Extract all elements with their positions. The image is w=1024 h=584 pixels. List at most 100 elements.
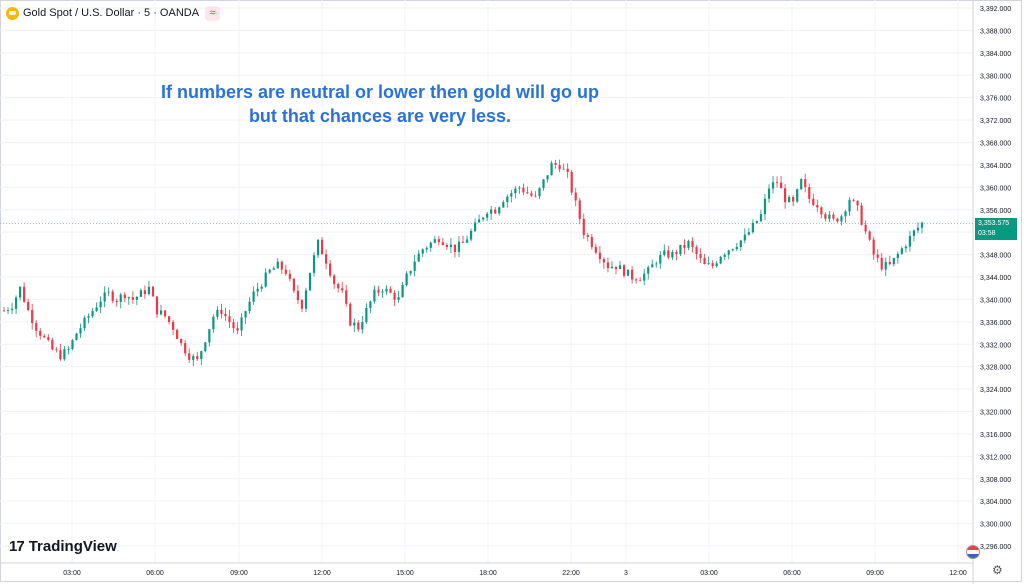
- last-price-value: 3,353.575: [978, 220, 1010, 227]
- y-tick-label: 3,392.000: [980, 6, 1011, 13]
- candle-body: [47, 337, 50, 340]
- candle-body: [550, 162, 553, 176]
- candle-body: [320, 239, 324, 255]
- candle-body: [639, 280, 642, 282]
- candle-body: [461, 241, 465, 243]
- candle-body: [284, 269, 287, 274]
- candle-body: [19, 286, 22, 298]
- candle-body: [920, 222, 924, 228]
- candle-body: [280, 261, 283, 270]
- candle-body: [304, 290, 308, 309]
- candle-body: [699, 254, 702, 258]
- candle-body: [453, 244, 457, 252]
- candle-body: [755, 221, 759, 223]
- candle-body: [139, 290, 142, 297]
- x-tick-label: 06:00: [146, 570, 164, 577]
- candle-body: [272, 268, 275, 270]
- y-tick-label: 3,360.000: [980, 185, 1011, 192]
- candle-body: [163, 310, 167, 317]
- candle-body: [546, 175, 549, 180]
- candle-body: [256, 288, 259, 292]
- candle-body: [308, 272, 312, 291]
- candle-body: [578, 200, 581, 219]
- candle-body: [365, 308, 368, 323]
- candle-body: [598, 252, 601, 260]
- candle-body: [127, 297, 130, 299]
- candle-body: [486, 213, 489, 218]
- candle-body: [836, 218, 839, 222]
- tradingview-logo[interactable]: 17 TradingView: [9, 538, 117, 555]
- candle-body: [329, 263, 332, 276]
- candle-body: [369, 301, 372, 309]
- candle-body: [67, 348, 70, 350]
- candle-body: [167, 316, 171, 322]
- symbol-header[interactable]: Gold Spot / U.S. Dollar · 5 · OANDA ≈: [6, 4, 221, 22]
- candle-body: [659, 255, 662, 264]
- candle-body: [316, 239, 320, 256]
- candle-body: [534, 195, 537, 197]
- y-tick-label: 3,376.000: [980, 96, 1011, 103]
- candle-body: [570, 171, 573, 193]
- y-tick-label: 3,372.000: [980, 118, 1011, 125]
- y-tick-label: 3,308.000: [980, 477, 1011, 484]
- candle-body: [884, 261, 887, 270]
- candle-body: [631, 269, 634, 280]
- y-tick-label: 3,348.000: [980, 253, 1011, 260]
- candle-body: [792, 197, 795, 202]
- candle-body: [816, 204, 819, 208]
- candle-body: [743, 234, 746, 241]
- candle-body: [691, 241, 694, 248]
- candle-body: [180, 339, 183, 344]
- candle-body: [542, 179, 545, 189]
- candle-body: [530, 193, 533, 196]
- candle-body: [916, 227, 920, 231]
- candle-body: [771, 182, 775, 189]
- us-flag-icon[interactable]: [966, 545, 980, 559]
- candle-body: [23, 286, 26, 302]
- candle-body: [87, 316, 90, 318]
- x-tick-label: 03:00: [700, 570, 718, 577]
- annotation-text: If numbers are neutral or lower then gol…: [120, 80, 640, 128]
- candle-body: [71, 340, 74, 349]
- candle-body: [43, 335, 46, 338]
- candle-body: [614, 266, 618, 270]
- candle-body: [55, 349, 58, 351]
- candle-body: [216, 309, 219, 317]
- candle-body: [296, 290, 300, 301]
- candle-body: [574, 192, 577, 201]
- candle-body: [510, 193, 513, 197]
- candle-body: [147, 286, 151, 295]
- candle-body: [856, 200, 859, 206]
- candle-body: [429, 242, 432, 248]
- candle-body: [502, 202, 505, 208]
- candle-body: [840, 216, 843, 222]
- candle-body: [828, 214, 831, 219]
- annotation-line-1: If numbers are neutral or lower then gol…: [160, 82, 600, 102]
- candle-body: [671, 251, 674, 258]
- candle-body: [6, 310, 10, 311]
- candle-body: [196, 356, 199, 360]
- candle-body: [518, 187, 521, 189]
- candle-body: [711, 263, 714, 267]
- y-tick-label: 3,380.000: [980, 73, 1011, 80]
- candle-body: [594, 247, 597, 253]
- candle-body: [498, 207, 501, 214]
- menu-icon[interactable]: ≈: [205, 5, 221, 21]
- candle-body: [896, 253, 899, 258]
- x-tick-label: 12:00: [949, 570, 967, 577]
- x-tick-label: 06:00: [783, 570, 801, 577]
- x-tick-label: 3: [624, 570, 628, 577]
- candle-body: [812, 198, 815, 205]
- candle-body: [325, 254, 328, 264]
- settings-icon[interactable]: ⚙: [992, 563, 1003, 577]
- candle-body: [377, 289, 380, 293]
- candle-body: [538, 188, 541, 197]
- candle-body: [204, 342, 207, 352]
- candle-body: [494, 209, 497, 214]
- candle-body: [602, 259, 606, 263]
- candle-body: [675, 251, 678, 255]
- candle-body: [832, 214, 835, 219]
- x-tick-label: 22:00: [562, 570, 580, 577]
- candle-body: [103, 292, 106, 302]
